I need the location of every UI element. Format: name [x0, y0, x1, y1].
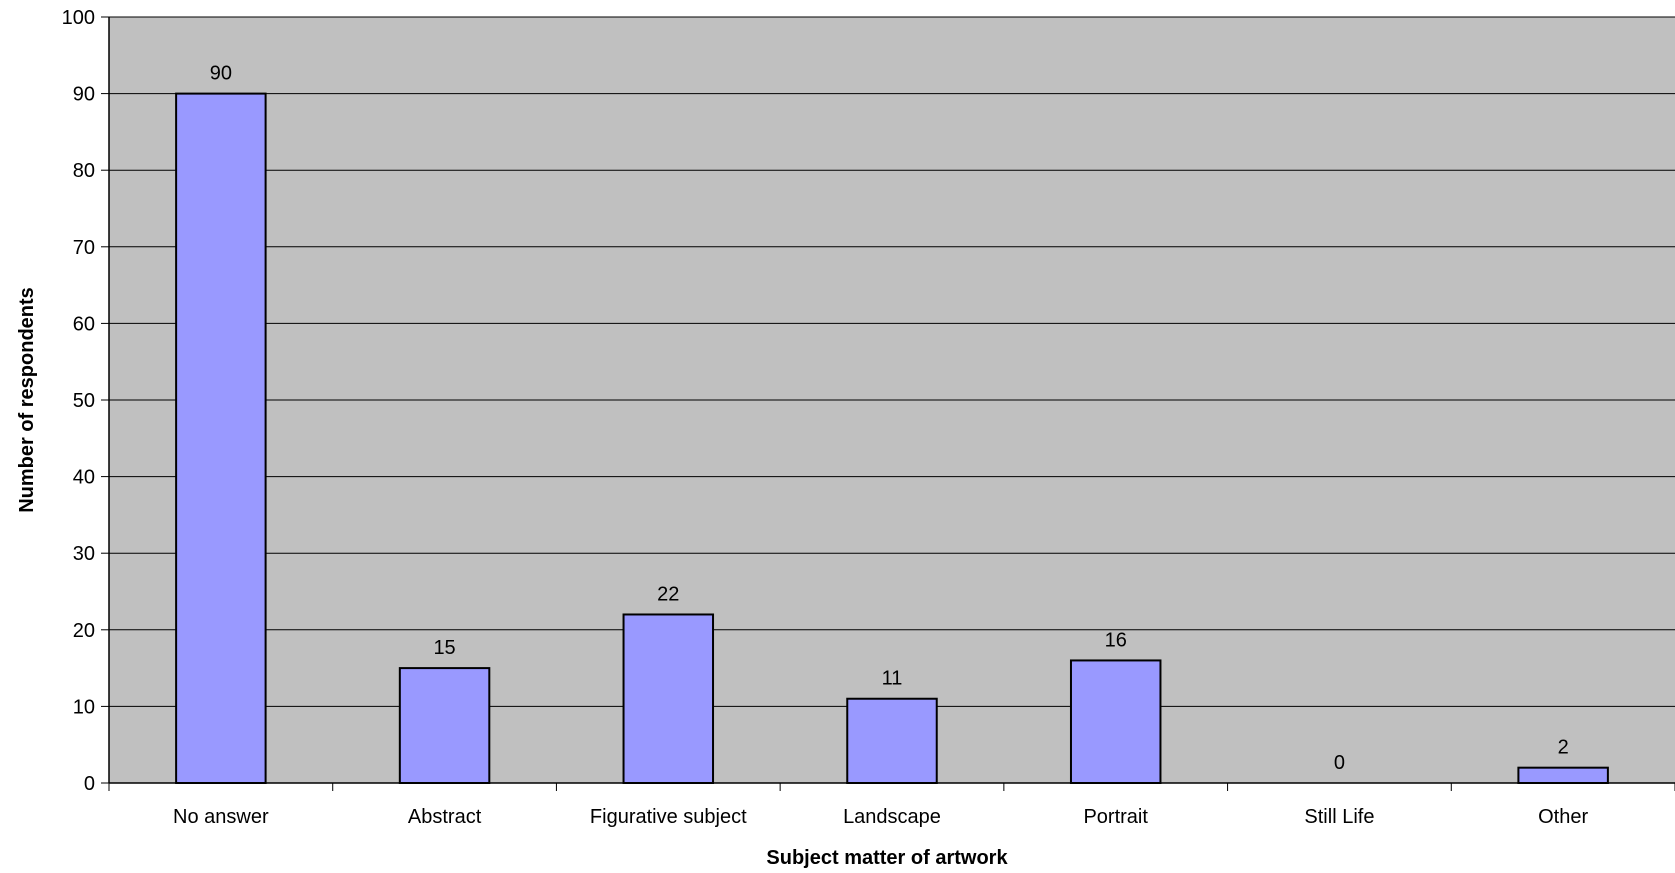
x-axis-title: Subject matter of artwork	[766, 847, 1008, 869]
bar-portrait	[1071, 660, 1160, 783]
y-tick-label: 30	[73, 543, 95, 565]
y-tick-label: 90	[73, 84, 95, 106]
data-label: 2	[1558, 737, 1569, 759]
data-label: 22	[657, 583, 679, 605]
y-tick-label: 20	[73, 620, 95, 642]
bar-no-answer	[176, 94, 265, 783]
x-tick-label: Portrait	[1083, 806, 1148, 828]
y-tick-label: 40	[73, 467, 95, 489]
y-axis-title: Number of respondents	[16, 287, 38, 513]
x-tick-label: Figurative subject	[590, 806, 747, 828]
y-tick-label: 50	[73, 390, 95, 412]
x-tick-label: Other	[1538, 806, 1588, 828]
x-tick-label: Abstract	[408, 806, 482, 828]
x-tick-label: Landscape	[843, 806, 941, 828]
data-label: 15	[433, 637, 455, 659]
x-axis-ticks: No answer Abstract Figurative subject Lands…	[109, 783, 1675, 828]
data-label: 90	[210, 63, 232, 85]
y-tick-label: 10	[73, 696, 95, 718]
bar-landscape	[847, 699, 936, 783]
y-tick-label: 100	[62, 7, 95, 29]
y-tick-label: 80	[73, 160, 95, 182]
bar-figurative-subject	[624, 614, 713, 783]
data-label: 0	[1334, 752, 1345, 774]
x-tick-label: Still Life	[1304, 806, 1374, 828]
data-label: 11	[882, 668, 903, 690]
y-tick-label: 60	[73, 313, 95, 335]
x-tick-label: No answer	[173, 806, 269, 828]
bar-abstract	[400, 668, 489, 783]
y-tick-label: 70	[73, 237, 95, 259]
bar-other	[1518, 768, 1607, 783]
data-label: 16	[1105, 629, 1127, 651]
y-axis-ticks: 0 10 20 30 40 50 60 70 80 90 100	[62, 7, 109, 795]
y-tick-label: 0	[84, 773, 95, 795]
